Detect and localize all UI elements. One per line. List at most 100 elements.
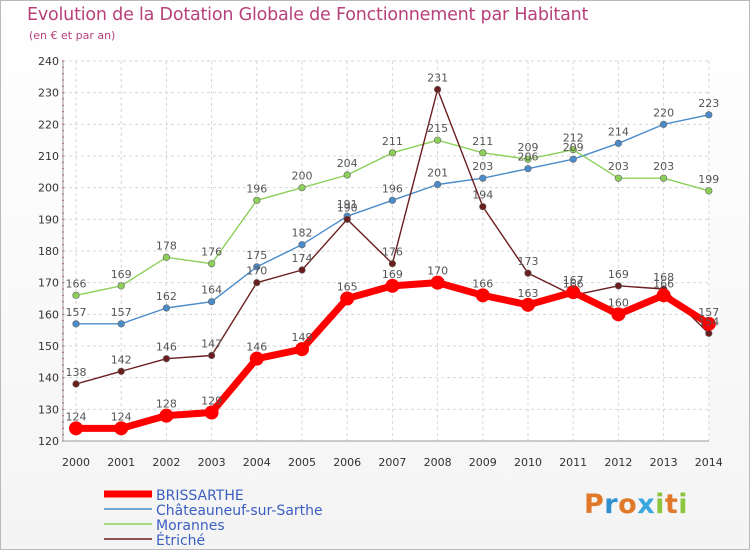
- y-tick-label: 210: [38, 150, 59, 163]
- data-point: [388, 260, 397, 268]
- data-label: 215: [427, 122, 448, 135]
- data-point: [430, 275, 445, 290]
- data-point: [117, 320, 125, 328]
- data-point: [343, 215, 351, 223]
- data-point: [208, 298, 216, 306]
- logo-letter: i: [678, 489, 689, 520]
- logo-letter: r: [604, 489, 619, 520]
- data-point: [204, 405, 219, 420]
- x-tick-label: 2003: [198, 456, 226, 469]
- data-label: 231: [427, 72, 448, 85]
- data-label: 176: [201, 246, 222, 259]
- data-label: 182: [292, 227, 313, 240]
- data-point: [479, 174, 487, 182]
- data-label: 169: [608, 268, 629, 281]
- data-label: 129: [201, 395, 222, 408]
- data-point: [479, 149, 487, 157]
- x-tick-label: 2001: [107, 456, 135, 469]
- y-tick-label: 230: [38, 87, 59, 100]
- data-point: [295, 342, 309, 357]
- data-point: [521, 297, 535, 312]
- data-point: [340, 291, 355, 306]
- y-tick-label: 190: [38, 213, 59, 226]
- data-label: 194: [472, 189, 493, 202]
- data-point: [208, 351, 216, 360]
- data-label: 173: [518, 255, 539, 268]
- data-point: [249, 351, 264, 366]
- x-tick-label: 2013: [650, 456, 678, 469]
- data-point: [298, 266, 306, 274]
- data-label: 128: [156, 398, 177, 411]
- data-point: [388, 196, 397, 204]
- data-label: 165: [337, 281, 358, 294]
- data-point: [162, 253, 170, 261]
- data-label: 166: [563, 277, 584, 290]
- chart-subtitle: (en € et par an): [29, 29, 116, 42]
- logo-letter: i: [655, 489, 665, 520]
- y-tick-label: 140: [38, 372, 59, 385]
- data-label: 200: [292, 170, 313, 183]
- data-label: 149: [292, 331, 313, 344]
- data-label: 142: [111, 353, 132, 366]
- data-point: [253, 196, 261, 204]
- data-point: [659, 174, 668, 182]
- x-tick-label: 2002: [152, 456, 180, 469]
- data-point: [208, 260, 216, 268]
- data-point: [524, 165, 532, 173]
- data-label: 157: [66, 306, 87, 319]
- logo-letter: o: [618, 489, 638, 520]
- data-label: 211: [382, 135, 403, 148]
- data-point: [298, 241, 306, 249]
- y-tick-label: 160: [38, 308, 59, 321]
- legend-label: Étriché: [156, 532, 205, 549]
- data-label: 167: [563, 274, 584, 287]
- data-label: 170: [427, 265, 448, 278]
- data-label: 124: [111, 410, 132, 423]
- data-point: [659, 120, 668, 128]
- data-point: [162, 355, 170, 363]
- data-label: 223: [698, 97, 719, 110]
- data-label: 138: [66, 366, 87, 379]
- data-label: 178: [156, 239, 177, 252]
- data-label: 203: [608, 160, 629, 173]
- data-point: [479, 203, 487, 211]
- data-point: [298, 184, 306, 192]
- data-label: 201: [427, 167, 448, 180]
- logo-letter: t: [664, 489, 679, 520]
- x-tick-label: 2010: [514, 456, 542, 469]
- data-label: 220: [653, 106, 674, 119]
- data-label: 209: [518, 141, 539, 154]
- y-tick-label: 130: [38, 403, 59, 416]
- x-tick-label: 2009: [469, 456, 497, 469]
- data-point: [701, 316, 716, 331]
- data-label: 190: [337, 201, 358, 214]
- data-label: 209: [563, 141, 584, 154]
- data-label: 162: [156, 290, 177, 303]
- data-label: 168: [653, 271, 674, 284]
- data-label: 191: [337, 198, 358, 211]
- data-label: 203: [472, 160, 493, 173]
- data-point: [566, 285, 581, 300]
- y-tick-label: 240: [38, 55, 59, 68]
- data-label: 146: [246, 341, 267, 354]
- legend-label: Châteauneuf-sur-Sarthe: [156, 503, 323, 519]
- x-tick-label: 2008: [424, 456, 452, 469]
- data-point: [385, 278, 400, 293]
- data-point: [253, 279, 261, 287]
- data-label: 196: [382, 182, 403, 195]
- data-label: 157: [111, 306, 132, 319]
- data-label: 157: [698, 306, 719, 319]
- y-tick-label: 200: [38, 182, 59, 195]
- logo-letter: P: [584, 489, 605, 520]
- data-point: [656, 288, 671, 303]
- data-point: [524, 155, 532, 163]
- data-point: [117, 367, 125, 375]
- chart-title: Evolution de la Dotation Globale de Fonc…: [27, 5, 589, 25]
- data-label: 174: [292, 252, 313, 265]
- legend-label: BRISSARTHE: [156, 488, 244, 504]
- data-point: [159, 408, 174, 423]
- data-point: [114, 421, 129, 436]
- data-label: 146: [156, 341, 177, 354]
